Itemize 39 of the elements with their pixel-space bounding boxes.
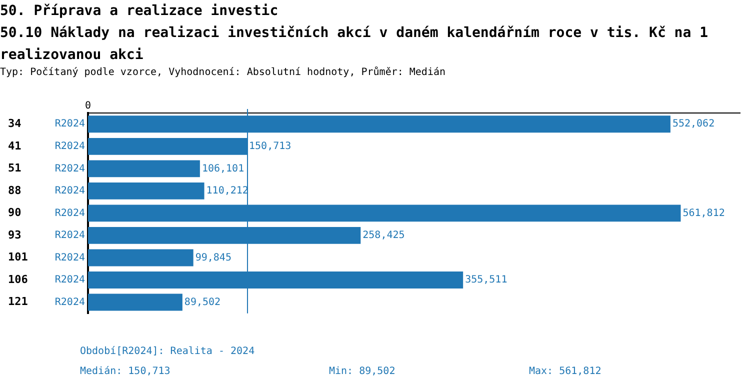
text: Typ: Počítaný podle vzorce, Vyhodnocení: Absolutní hodnoty, Průměr: Medián bbox=[0, 67, 446, 78]
chart-title: 50. Příprava a realizace investic bbox=[0, 2, 280, 21]
y-tick-label: 88 bbox=[8, 184, 22, 197]
bar bbox=[88, 249, 194, 266]
annotation: 0 bbox=[84, 100, 92, 112]
bar bbox=[88, 160, 200, 178]
data-label: 89,502 bbox=[184, 296, 221, 308]
data-label: 552,062 bbox=[672, 118, 715, 130]
text: R2024 bbox=[54, 274, 85, 286]
text: Max: 561,812 bbox=[529, 366, 602, 377]
data-label: 106,101 bbox=[202, 163, 244, 174]
y-tick-label: 34 bbox=[8, 116, 22, 130]
bar bbox=[88, 294, 182, 311]
data-label: 258,425 bbox=[362, 230, 405, 242]
text: R2024 bbox=[54, 252, 85, 264]
data-label: 355,511 bbox=[465, 274, 508, 286]
y-tick-label: 121 bbox=[8, 295, 28, 308]
y-tick-label: 51 bbox=[8, 162, 22, 175]
y-tick-label: 93 bbox=[8, 228, 22, 242]
text: R2024 bbox=[54, 163, 85, 174]
text: Min: 89,502 bbox=[329, 366, 396, 377]
text: Medián: 150,713 bbox=[80, 366, 170, 377]
y-tick-label: 106 bbox=[8, 272, 28, 286]
bar bbox=[88, 182, 204, 200]
y-tick-label: 90 bbox=[8, 206, 22, 220]
chart-subtitle: 50.10 Náklady na realizaci investičních akcí v daném kalendářním roce v tis. Kč na 1 realizovanou akci bbox=[0, 24, 710, 65]
data-label: 110,212 bbox=[206, 186, 248, 197]
series-label: R2024 bbox=[54, 118, 85, 130]
data-label: 99,845 bbox=[195, 252, 232, 264]
y-tick-label: 41 bbox=[8, 139, 22, 152]
text: R2024 bbox=[54, 186, 85, 197]
data-label: 561,812 bbox=[682, 208, 725, 219]
text: Období[R2024]: Realita - 2024 bbox=[80, 346, 255, 357]
text: R2024 bbox=[54, 140, 85, 152]
data-label: 150,713 bbox=[249, 140, 292, 152]
text: R2024 bbox=[54, 296, 85, 308]
y-tick-label: 101 bbox=[8, 250, 28, 264]
text: R2024 bbox=[54, 208, 85, 219]
text: R2024 bbox=[54, 230, 85, 242]
